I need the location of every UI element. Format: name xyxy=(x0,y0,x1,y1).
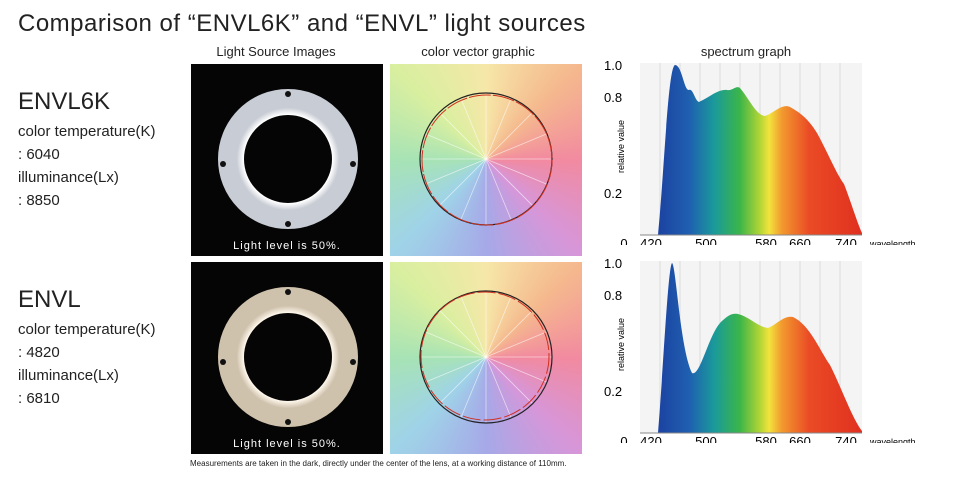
spectrum-curve xyxy=(658,65,862,235)
measured-circle xyxy=(420,291,550,421)
spectrum-graph: 1.0 0.8 0.2 relative value 0 420 500 580 660… xyxy=(604,58,916,245)
light-source-image: Light level is 50%. xyxy=(191,262,383,454)
product-name: ENVL xyxy=(18,286,81,313)
temp-value: : 4820 xyxy=(18,344,60,361)
x-tick-label: 580 xyxy=(755,434,777,443)
dot xyxy=(350,161,356,167)
spectrum-curve xyxy=(658,263,862,433)
y-tick-label: 0.8 xyxy=(604,90,622,105)
y-tick-label: 0.2 xyxy=(604,186,622,201)
x-tick-label: 420 xyxy=(640,434,662,443)
image-caption: Light level is 50%. xyxy=(233,438,341,450)
product-info: color temperature(K) : 4820 illuminance(… xyxy=(18,318,156,410)
dot xyxy=(220,161,226,167)
y-axis-label: relative value xyxy=(616,120,626,173)
column-header: spectrum graph xyxy=(700,44,792,59)
x-axis-label: wavelength xyxy=(869,239,916,245)
x-tick-label: 0 xyxy=(620,434,627,443)
spectrum-graph: 1.0 0.8 0.2 relative value 0 420 500 580 660… xyxy=(604,256,916,443)
temp-label: color temperature(K) xyxy=(18,123,156,140)
dot xyxy=(220,359,226,365)
x-tick-label: 420 xyxy=(640,236,662,245)
dot xyxy=(350,359,356,365)
x-tick-label: 740 xyxy=(835,434,857,443)
column-header: color vector graphic xyxy=(421,44,535,59)
dot xyxy=(285,91,291,97)
x-tick-label: 0 xyxy=(620,236,627,245)
spokes xyxy=(420,93,552,225)
y-tick-label: 0.8 xyxy=(604,288,622,303)
x-tick-label: 500 xyxy=(695,434,717,443)
y-axis-label: relative value xyxy=(616,318,626,371)
color-vector-graphic xyxy=(390,64,582,256)
footnote: Measurements are taken in the dark, dire… xyxy=(190,459,567,468)
temp-value: : 6040 xyxy=(18,146,60,163)
ring xyxy=(218,287,358,427)
dot xyxy=(285,419,291,425)
x-tick-label: 500 xyxy=(695,236,717,245)
title: Comparison of “ENVL6K” and “ENVL” light … xyxy=(18,10,586,37)
product-name: ENVL6K xyxy=(18,88,111,115)
ring-image xyxy=(218,287,358,427)
ring-image xyxy=(218,89,358,229)
x-tick-label: 660 xyxy=(789,434,811,443)
dot xyxy=(285,289,291,295)
lux-label: illuminance(Lx) xyxy=(18,367,119,384)
y-tick-label: 0.2 xyxy=(604,384,622,399)
spokes xyxy=(420,291,552,423)
lux-value: : 8850 xyxy=(18,192,60,209)
y-tick-label: 1.0 xyxy=(604,256,622,271)
vector-svg xyxy=(419,290,553,424)
x-tick-label: 580 xyxy=(755,236,777,245)
lux-label: illuminance(Lx) xyxy=(18,169,119,186)
measured-circle xyxy=(421,94,553,226)
lux-value: : 6810 xyxy=(18,390,60,407)
ring xyxy=(218,89,358,229)
reference-circle xyxy=(419,290,553,424)
dot xyxy=(285,221,291,227)
x-axis-label: wavelength xyxy=(869,437,916,443)
vector-svg xyxy=(419,92,553,226)
column-header: Light Source Images xyxy=(216,44,336,59)
y-tick-label: 1.0 xyxy=(604,58,622,73)
x-tick-label: 740 xyxy=(835,236,857,245)
image-caption: Light level is 50%. xyxy=(233,240,341,252)
color-vector-graphic xyxy=(390,262,582,454)
x-tick-label: 660 xyxy=(789,236,811,245)
light-source-image: Light level is 50%. xyxy=(191,64,383,256)
product-info: color temperature(K) : 6040 illuminance(… xyxy=(18,120,156,212)
temp-label: color temperature(K) xyxy=(18,321,156,338)
